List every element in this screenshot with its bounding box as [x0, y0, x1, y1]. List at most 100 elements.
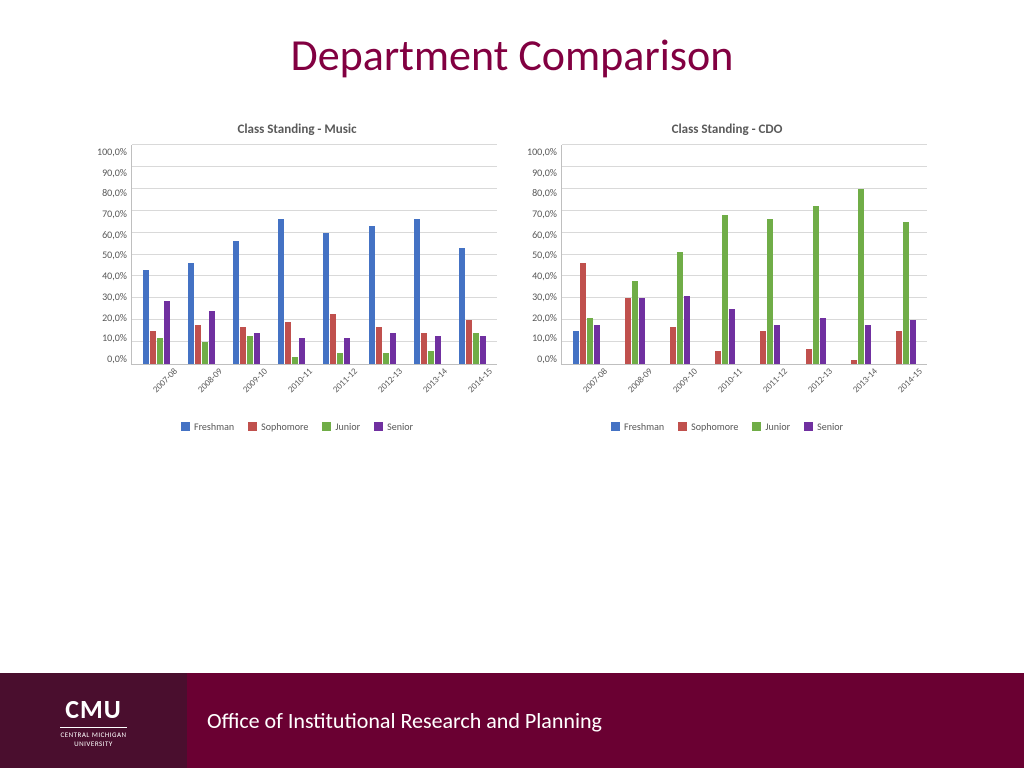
bar	[473, 333, 479, 364]
bar	[684, 296, 690, 364]
y-tick-label: 30,0%	[102, 290, 127, 303]
bar	[435, 336, 441, 364]
footer-right-block: Office of Institutional Research and Pla…	[187, 673, 1024, 768]
y-tick-label: 40,0%	[102, 269, 127, 282]
bar	[323, 233, 329, 364]
y-tick-label: 80,0%	[102, 186, 127, 199]
legend-item: Sophomore	[248, 420, 308, 433]
chart-panel-cdo: Class Standing - CDO100,0%90,0%80,0%70,0…	[527, 122, 927, 433]
x-tick-label: 2013-14	[420, 383, 432, 395]
y-tick-label: 100,0%	[97, 145, 127, 158]
bar	[369, 226, 375, 364]
y-axis: 100,0%90,0%80,0%70,0%60,0%50,0%40,0%30,0…	[527, 145, 561, 365]
footer-office-text: Office of Institutional Research and Pla…	[207, 707, 602, 734]
bar	[240, 327, 246, 364]
x-axis: 2007-082008-092009-102010-112011-122012-…	[567, 371, 927, 382]
y-tick-label: 0,0%	[107, 352, 127, 365]
bar-group	[618, 145, 645, 364]
x-tick-label: 2009-10	[240, 383, 252, 395]
bar	[580, 263, 586, 364]
plot-area	[131, 145, 497, 365]
bar	[820, 318, 826, 364]
bar	[292, 357, 298, 364]
footer-logo-block: CMU CENTRAL MICHIGAN UNIVERSITY	[0, 673, 187, 768]
bar-group	[889, 145, 916, 364]
x-tick-label: 2008-09	[625, 383, 637, 395]
bar	[466, 320, 472, 364]
bar-group	[799, 145, 826, 364]
bar-group	[844, 145, 871, 364]
legend-item: Senior	[374, 420, 413, 433]
x-tick-label: 2014-15	[895, 383, 907, 395]
legend-item: Freshman	[181, 420, 234, 433]
bar	[157, 338, 163, 364]
bar-group	[323, 145, 350, 364]
bar-group	[188, 145, 215, 364]
legend-swatch	[804, 422, 813, 431]
x-tick-label: 2008-09	[195, 383, 207, 395]
bar	[233, 241, 239, 364]
bar	[677, 252, 683, 364]
bar	[767, 219, 773, 364]
bar	[903, 222, 909, 364]
bar	[865, 325, 871, 364]
bar	[247, 336, 253, 364]
legend-swatch	[752, 422, 761, 431]
bar	[376, 327, 382, 364]
logo-sub-text-1: CENTRAL MICHIGAN	[60, 727, 126, 739]
bar	[383, 353, 389, 364]
bar	[278, 219, 284, 364]
legend-label: Freshman	[194, 420, 234, 433]
bar	[625, 298, 631, 364]
bar	[806, 349, 812, 364]
bar	[150, 331, 156, 364]
legend-item: Senior	[804, 420, 843, 433]
chart-title: Class Standing - CDO	[527, 122, 927, 137]
bar	[729, 309, 735, 364]
y-tick-label: 0,0%	[537, 352, 557, 365]
bar	[896, 331, 902, 364]
bar-group	[143, 145, 170, 364]
legend-item: Freshman	[611, 420, 664, 433]
y-tick-label: 50,0%	[102, 248, 127, 261]
legend: Freshman Sophomore Junior Senior	[97, 420, 497, 433]
y-axis: 100,0%90,0%80,0%70,0%60,0%50,0%40,0%30,0…	[97, 145, 131, 365]
bar	[910, 320, 916, 364]
footer-bar: CMU CENTRAL MICHIGAN UNIVERSITY Office o…	[0, 673, 1024, 768]
legend-label: Junior	[765, 420, 790, 433]
bar	[299, 338, 305, 364]
bar-group	[369, 145, 396, 364]
y-tick-label: 40,0%	[532, 269, 557, 282]
logo-sub-text-2: UNIVERSITY	[74, 739, 113, 748]
bar	[209, 311, 215, 364]
y-tick-label: 30,0%	[532, 290, 557, 303]
bar-group	[414, 145, 441, 364]
bar	[632, 281, 638, 364]
y-tick-label: 10,0%	[532, 331, 557, 344]
bar	[414, 219, 420, 364]
bar	[573, 331, 579, 364]
bar	[459, 248, 465, 364]
legend-label: Junior	[335, 420, 360, 433]
legend-label: Senior	[387, 420, 413, 433]
bar	[330, 314, 336, 364]
bar	[774, 325, 780, 364]
x-tick-label: 2010-11	[715, 383, 727, 395]
legend-swatch	[248, 422, 257, 431]
legend-swatch	[181, 422, 190, 431]
y-tick-label: 70,0%	[532, 207, 557, 220]
bar	[143, 270, 149, 364]
logo-main-text: CMU	[65, 693, 121, 725]
x-tick-label: 2009-10	[670, 383, 682, 395]
bar	[428, 351, 434, 364]
bar	[337, 353, 343, 364]
chart-panel-music: Class Standing - Music100,0%90,0%80,0%70…	[97, 122, 497, 433]
x-tick-label: 2011-12	[760, 383, 772, 395]
charts-container: Class Standing - Music100,0%90,0%80,0%70…	[0, 122, 1024, 433]
x-tick-label: 2013-14	[850, 383, 862, 395]
legend-swatch	[611, 422, 620, 431]
y-tick-label: 20,0%	[532, 311, 557, 324]
legend-item: Junior	[322, 420, 360, 433]
x-tick-label: 2012-13	[805, 383, 817, 395]
y-tick-label: 60,0%	[102, 228, 127, 241]
